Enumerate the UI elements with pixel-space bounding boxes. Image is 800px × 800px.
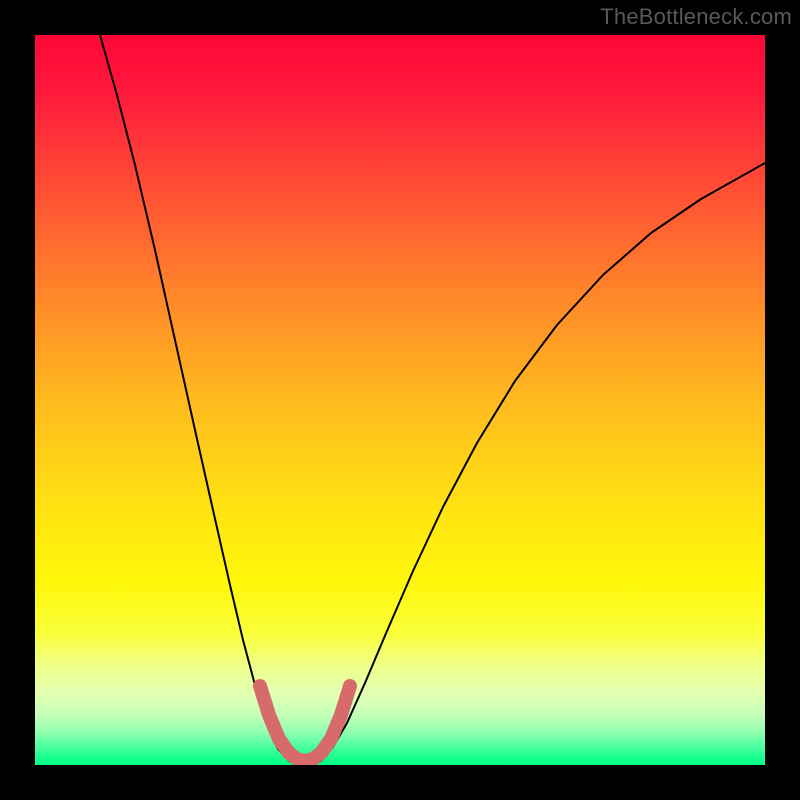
plot-background [35,35,765,765]
bottleneck-chart [0,0,800,800]
watermark-text: TheBottleneck.com [600,4,792,30]
